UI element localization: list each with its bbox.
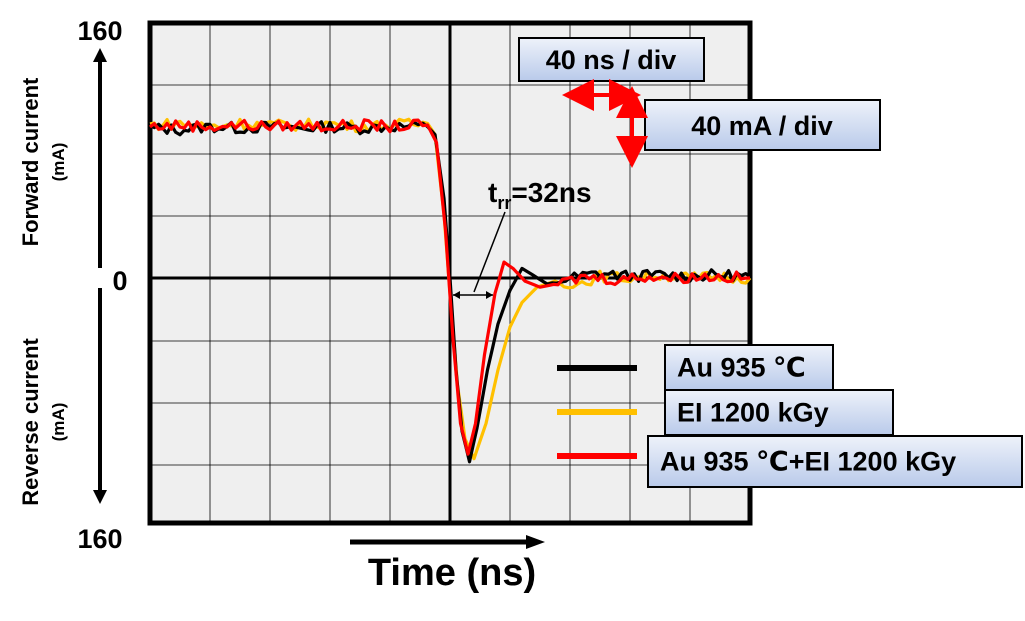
trr-annotation: trr=32ns	[488, 177, 592, 213]
legend-box	[664, 389, 894, 436]
y-scale-label: 40 mA / div	[691, 111, 833, 141]
time-arrow-head	[526, 535, 545, 549]
reverse-arrow-head	[93, 490, 107, 504]
forward-arrow-head	[93, 48, 107, 62]
trr-leader-line	[473, 211, 506, 293]
reverse-current-unit: (mA)	[49, 403, 68, 442]
trr-span-head-left	[453, 291, 460, 299]
forward-current-label: Forward current	[18, 77, 43, 246]
legend-label: Au 935 ℃	[677, 353, 806, 383]
trr-span-head-right	[486, 291, 493, 299]
series-line-2	[149, 118, 751, 456]
x-axis-label: Time (ns)	[368, 552, 536, 594]
legend-label: EI 1200 kGy	[677, 398, 829, 428]
y-tick-zero: 0	[112, 266, 127, 296]
legend-box	[647, 435, 1023, 488]
y-tick-bottom: 160	[77, 524, 122, 554]
legend: Au 935 ℃ EI 1200 kGy Au 935 ℃+EI 1200 kGy	[557, 344, 1023, 488]
legend-label: Au 935 ℃+EI 1200 kGy	[660, 447, 956, 477]
x-scale-box	[518, 37, 705, 82]
forward-current-unit: (mA)	[49, 143, 68, 182]
reverse-current-label: Reverse current	[18, 338, 43, 506]
series-layer	[149, 117, 752, 464]
y-tick-top: 160	[77, 16, 122, 46]
x-scale-label: 40 ns / div	[546, 45, 677, 75]
